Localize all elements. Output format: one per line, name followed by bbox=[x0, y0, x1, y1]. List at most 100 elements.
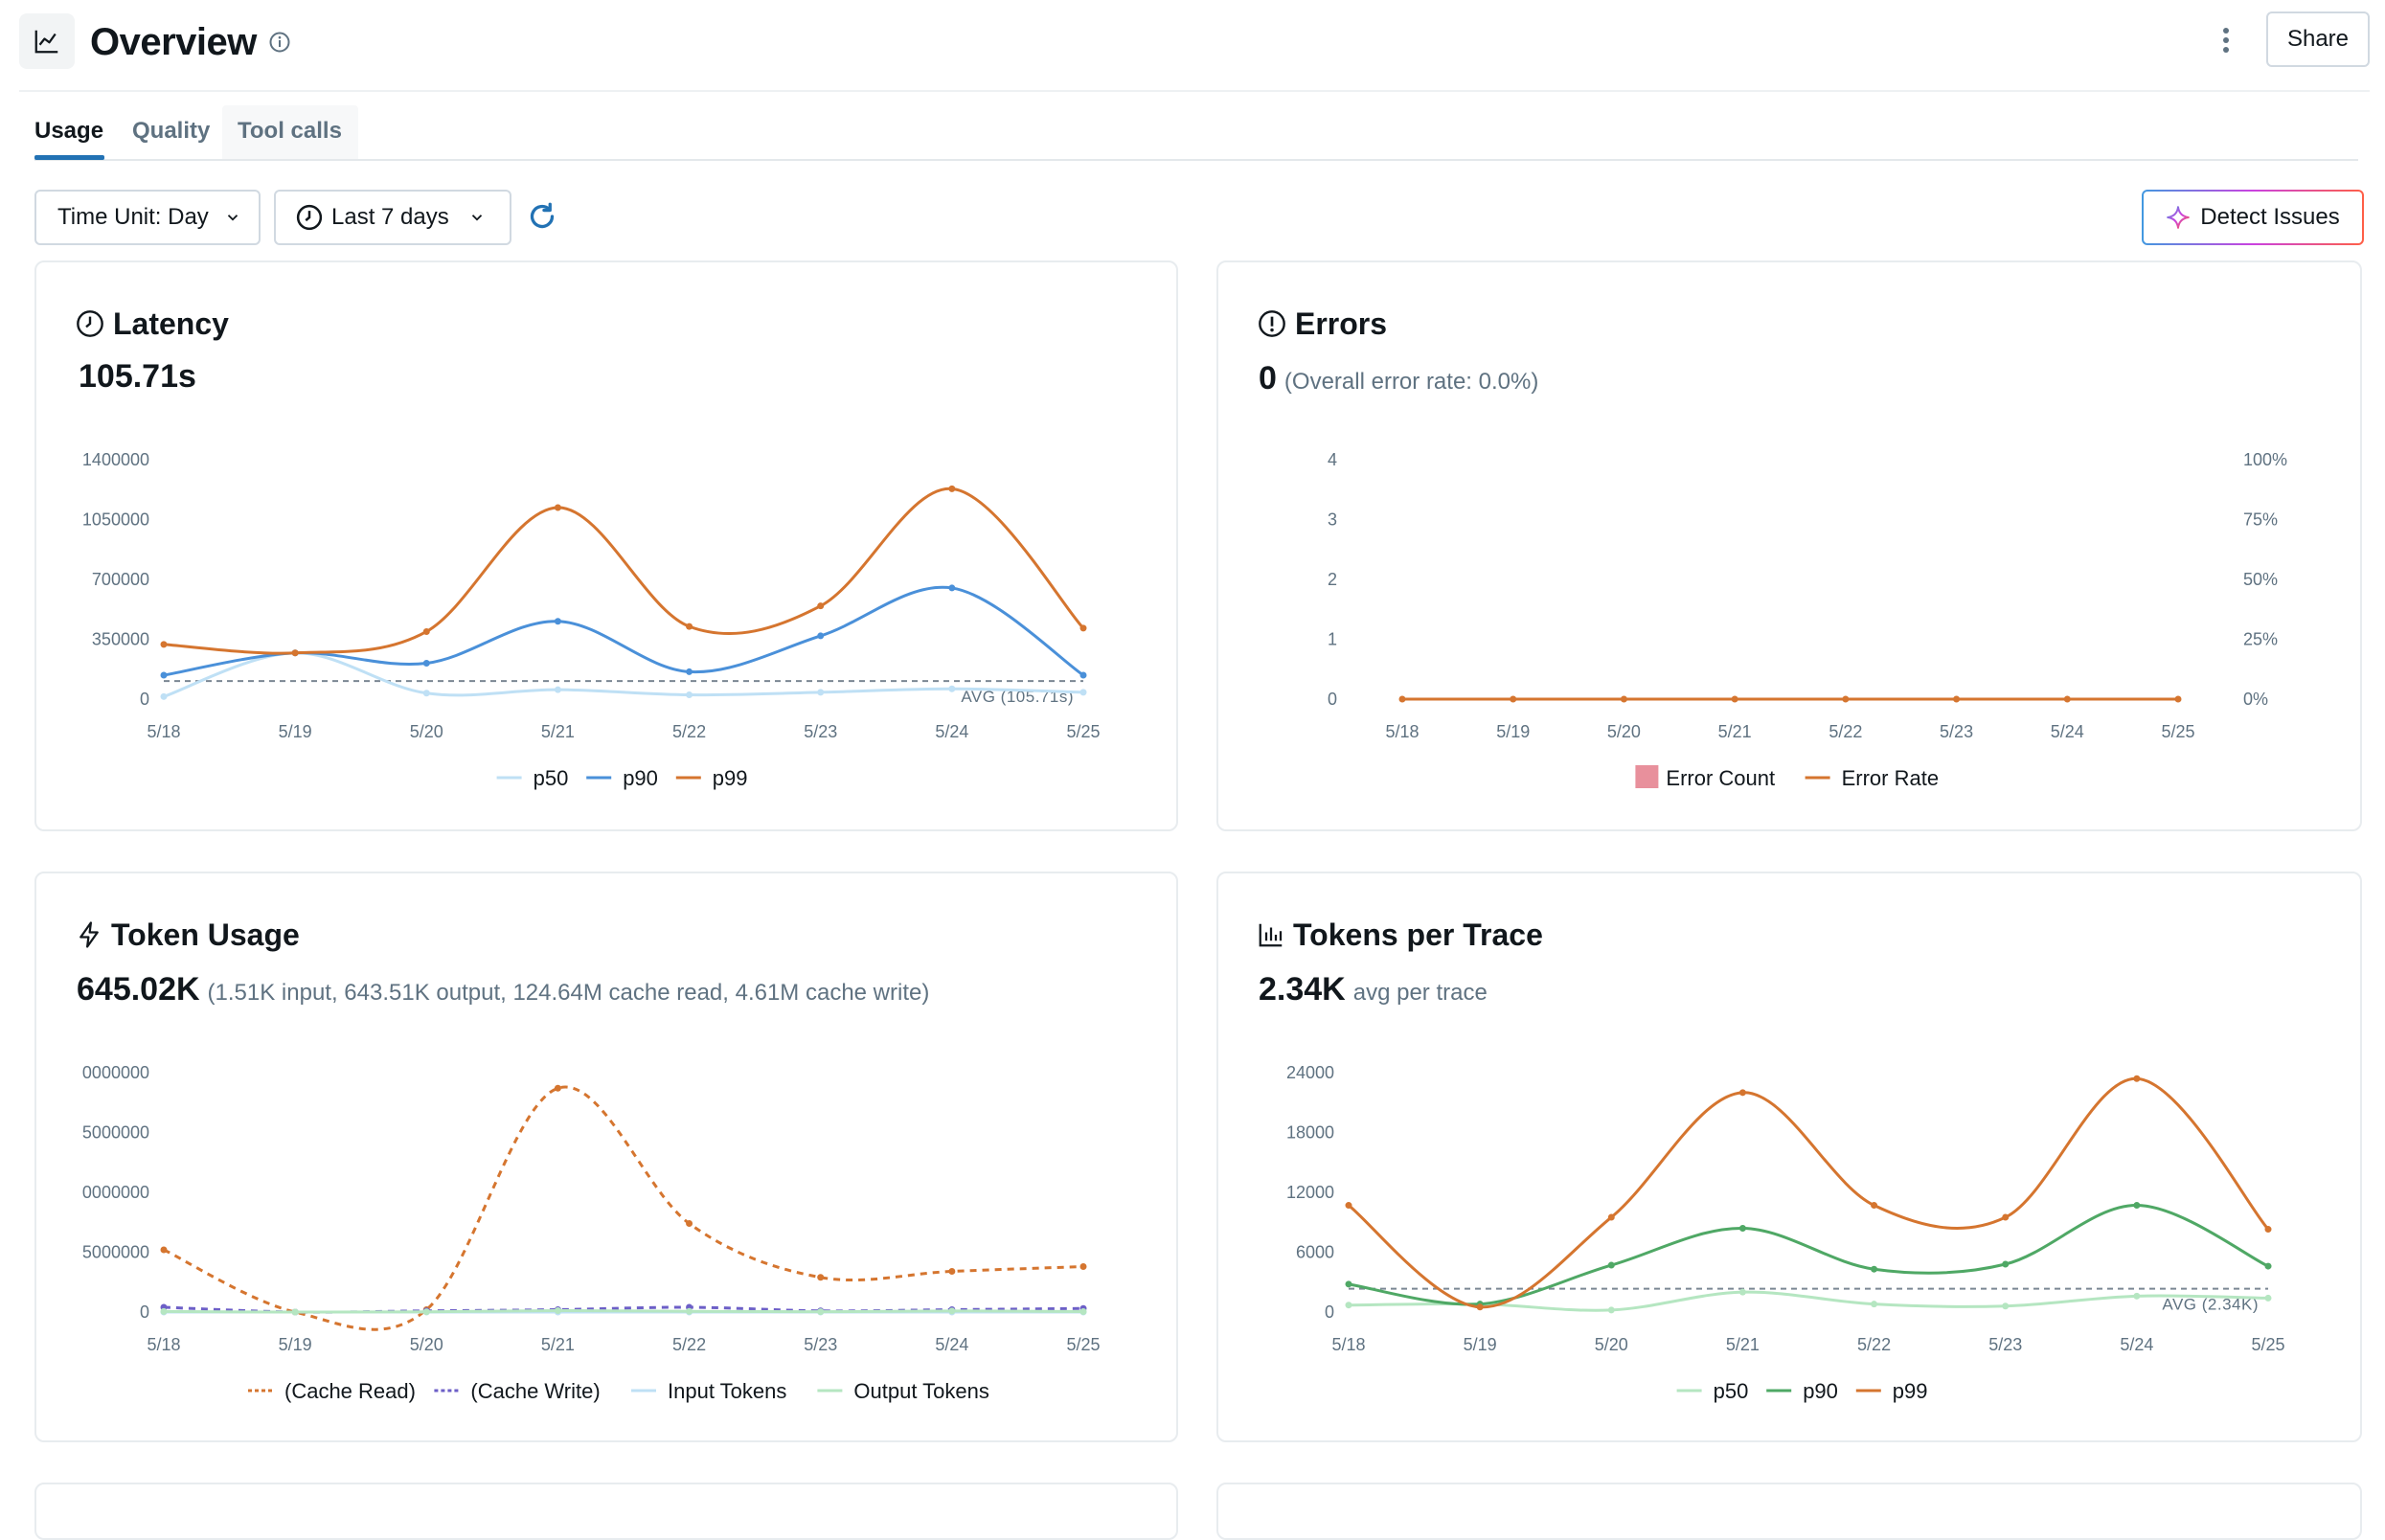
y-tick-label: 3 bbox=[1328, 510, 1337, 530]
y-tick-label: 1 bbox=[1328, 630, 1337, 649]
tokens-per-trace-summary: 2.34K avg per trace bbox=[1259, 971, 1488, 1008]
data-point bbox=[160, 671, 168, 679]
x-tick-label: 5/20 bbox=[410, 1335, 443, 1354]
tokens-per-trace-title: Tokens per Trace bbox=[1257, 916, 1543, 954]
more-options-icon[interactable] bbox=[2209, 21, 2243, 59]
errors-value: 0 bbox=[1259, 360, 1277, 396]
data-point bbox=[2264, 1294, 2272, 1302]
tab-quality[interactable]: Quality bbox=[132, 118, 211, 144]
x-tick-label: 5/24 bbox=[2051, 722, 2084, 741]
data-point bbox=[160, 641, 168, 648]
x-tick-label: 5/18 bbox=[147, 1335, 180, 1354]
legend-label: p99 bbox=[713, 766, 748, 790]
errors-title: Errors bbox=[1257, 305, 1387, 343]
data-point bbox=[554, 618, 561, 625]
y-tick-label: 0 bbox=[140, 690, 149, 709]
data-point bbox=[1607, 1261, 1615, 1269]
info-icon[interactable] bbox=[268, 31, 291, 54]
y-tick-label: 5000000 bbox=[82, 1243, 149, 1262]
tabs-divider bbox=[34, 159, 2358, 161]
x-tick-label: 5/19 bbox=[1496, 722, 1530, 741]
data-point bbox=[2063, 695, 2071, 703]
y-tick-label: 0000000 bbox=[82, 1183, 149, 1202]
x-tick-label: 5/19 bbox=[1464, 1335, 1497, 1354]
token-usage-card bbox=[34, 872, 1178, 1442]
x-tick-label: 5/25 bbox=[2251, 1335, 2284, 1354]
x-tick-label: 5/22 bbox=[672, 1335, 706, 1354]
data-point bbox=[1607, 1213, 1615, 1221]
data-point bbox=[817, 632, 825, 640]
chevron-down-icon bbox=[471, 215, 482, 221]
y2-tick-label: 0% bbox=[2243, 690, 2268, 709]
latency-value: 105.71s bbox=[79, 358, 196, 395]
data-point bbox=[686, 668, 693, 675]
data-point bbox=[1842, 695, 1850, 703]
data-point bbox=[686, 1220, 693, 1227]
legend-label: p50 bbox=[1714, 1379, 1749, 1403]
data-point bbox=[2002, 1302, 2010, 1310]
latency-title-text: Latency bbox=[113, 306, 229, 341]
legend-label: p90 bbox=[623, 766, 658, 790]
tab-active-indicator bbox=[34, 155, 104, 160]
date-range-select[interactable]: Last 7 days bbox=[274, 190, 511, 245]
series-line bbox=[163, 1308, 1084, 1314]
x-tick-label: 5/24 bbox=[2120, 1335, 2153, 1354]
time-unit-label: Time Unit: Day bbox=[57, 204, 209, 230]
tab-tool-calls[interactable]: Tool calls bbox=[238, 118, 342, 144]
data-point bbox=[160, 1246, 168, 1254]
series-line bbox=[1348, 1204, 2269, 1306]
x-tick-label: 5/24 bbox=[935, 1335, 968, 1354]
x-tick-label: 5/18 bbox=[147, 722, 180, 741]
data-point bbox=[554, 1307, 561, 1314]
x-tick-label: 5/21 bbox=[1726, 1335, 1760, 1354]
series-line bbox=[163, 1085, 1084, 1331]
x-tick-label: 5/23 bbox=[804, 1335, 837, 1354]
legend-label: Error Count bbox=[1666, 766, 1775, 790]
y-tick-label: 700000 bbox=[92, 570, 149, 589]
refresh-icon[interactable] bbox=[525, 199, 559, 234]
share-button[interactable]: Share bbox=[2266, 11, 2370, 67]
lightning-icon bbox=[80, 921, 99, 948]
data-point bbox=[1345, 1202, 1352, 1210]
y2-tick-label: 50% bbox=[2243, 570, 2278, 589]
detect-issues-button[interactable]: Detect Issues bbox=[2142, 190, 2364, 245]
data-point bbox=[817, 689, 825, 696]
x-tick-label: 5/18 bbox=[1331, 1335, 1365, 1354]
time-unit-select[interactable]: Time Unit: Day bbox=[34, 190, 261, 245]
data-point bbox=[2002, 1260, 2010, 1268]
tab-hover-background bbox=[222, 105, 358, 159]
data-point bbox=[948, 485, 956, 492]
y-tick-label: 350000 bbox=[92, 630, 149, 649]
token-usage-summary: 645.02K (1.51K input, 643.51K output, 12… bbox=[77, 971, 929, 1008]
data-point bbox=[817, 1308, 825, 1316]
average-label: AVG (2.34K) bbox=[2162, 1296, 2259, 1314]
data-point bbox=[1345, 1280, 1352, 1288]
data-point bbox=[1953, 695, 1961, 703]
next-card-left bbox=[34, 1483, 1178, 1540]
bar-chart-icon bbox=[1259, 923, 1283, 947]
legend-label: Output Tokens bbox=[853, 1379, 988, 1403]
y2-tick-label: 100% bbox=[2243, 450, 2287, 469]
data-point bbox=[817, 602, 825, 610]
data-point bbox=[1871, 1202, 1878, 1210]
data-point bbox=[422, 627, 430, 635]
x-tick-label: 5/21 bbox=[541, 722, 575, 741]
data-point bbox=[2133, 1292, 2141, 1300]
x-tick-label: 5/22 bbox=[1857, 1335, 1891, 1354]
tokens-per-trace-chart: 24000 18000 12000 6000 0 5/18 5/19 5/20 5/21 5/22… bbox=[1286, 1063, 2285, 1403]
date-range-label: Last 7 days bbox=[331, 204, 449, 230]
chevron-down-icon bbox=[227, 215, 238, 221]
y-tick-label: 12000 bbox=[1286, 1183, 1334, 1202]
y-tick-label: 5000000 bbox=[82, 1123, 149, 1143]
x-tick-label: 5/23 bbox=[1988, 1335, 2022, 1354]
tab-usage[interactable]: Usage bbox=[34, 118, 104, 144]
errors-summary: 0 (Overall error rate: 0.0%) bbox=[1259, 360, 1538, 397]
legend-label: (Cache Read) bbox=[284, 1379, 416, 1403]
y-tick-label: 6000 bbox=[1296, 1243, 1334, 1262]
x-tick-label: 5/21 bbox=[1718, 722, 1752, 741]
series-line bbox=[163, 487, 1085, 655]
data-point bbox=[1476, 1303, 1484, 1311]
data-point bbox=[2174, 695, 2182, 703]
legend-label: p99 bbox=[1893, 1379, 1928, 1403]
data-point bbox=[2002, 1213, 2010, 1221]
